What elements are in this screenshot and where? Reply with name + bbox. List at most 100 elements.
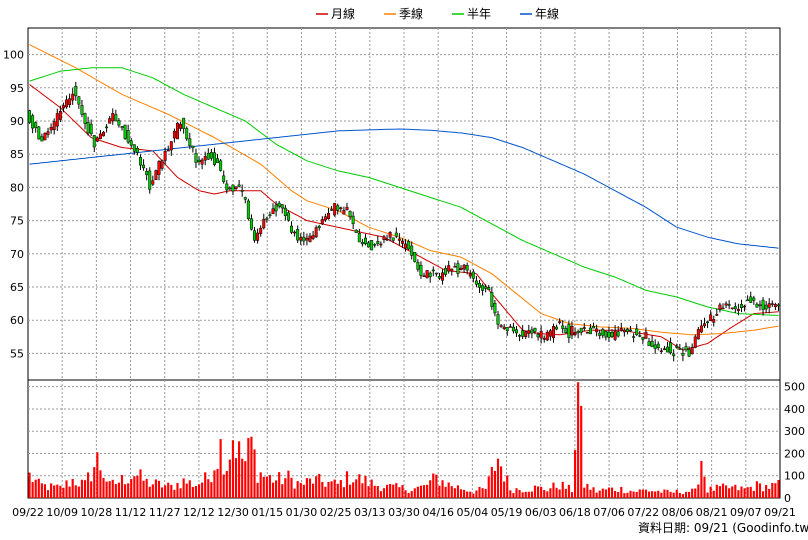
candle-body <box>302 236 306 242</box>
volume-bar <box>604 489 607 498</box>
volume-bar <box>657 490 660 498</box>
candle-body <box>478 283 481 288</box>
volume-bar <box>99 470 102 498</box>
volume-bar <box>87 472 90 498</box>
candle-body <box>635 328 639 336</box>
volume-bar <box>124 484 127 498</box>
volume-bar <box>500 466 503 498</box>
volume-bar <box>361 483 364 498</box>
candle-body <box>644 331 648 339</box>
price-tick-label: 90 <box>10 115 24 128</box>
candle-body <box>638 335 642 337</box>
volume-bar <box>148 486 151 498</box>
candle-body <box>354 229 358 233</box>
candle-body <box>80 105 84 115</box>
candle-body <box>126 130 130 143</box>
volume-bar <box>623 493 626 498</box>
volume-bar <box>348 484 352 498</box>
volume-bar <box>170 484 173 498</box>
legend: 月線 季線 半年 年線 <box>316 6 559 21</box>
volume-bar <box>472 493 475 498</box>
candle-body <box>286 212 290 221</box>
volume-bar <box>743 488 746 498</box>
volume-bar <box>333 479 336 498</box>
candle-body <box>172 131 176 139</box>
candle-body <box>567 324 571 338</box>
candle-body <box>459 267 463 270</box>
date-tick-label: 06/18 <box>559 506 591 519</box>
volume-bar <box>651 491 654 498</box>
candle-body <box>536 334 540 338</box>
date-tick-label: 05/19 <box>491 506 523 519</box>
volume-bar <box>120 475 124 498</box>
volume-bar <box>558 489 561 498</box>
candle-body <box>758 304 762 307</box>
volume-bar <box>435 474 438 498</box>
candle-body <box>240 190 244 192</box>
legend-label-1: 季線 <box>399 6 423 21</box>
price-tick-label: 65 <box>10 281 24 294</box>
volume-bar <box>703 476 706 498</box>
volume-bar <box>617 492 620 498</box>
volume-bar <box>204 472 207 498</box>
volume-bar <box>385 484 389 498</box>
volume-bar <box>114 484 117 498</box>
volume-bar <box>275 480 278 498</box>
volume-bar <box>191 486 194 498</box>
volume-bar <box>694 488 697 498</box>
candle-body <box>280 204 284 209</box>
candle-body <box>539 330 543 339</box>
date-tick-label: 03/30 <box>388 506 420 519</box>
candle-body <box>345 206 349 210</box>
volume-bar <box>654 491 657 498</box>
candle-body <box>684 346 688 351</box>
volume-bar <box>592 487 595 498</box>
candle-body <box>672 353 676 357</box>
candle-body <box>431 269 435 272</box>
candle-body <box>188 138 192 146</box>
volume-bar <box>182 478 185 498</box>
candle-body <box>588 327 592 335</box>
candle-body <box>108 118 112 124</box>
candle-body <box>743 305 747 308</box>
volume-bar <box>758 483 762 498</box>
volume-bar <box>80 479 84 498</box>
date-tick-label: 01/30 <box>286 506 318 519</box>
candle-body <box>761 299 765 310</box>
candle-body <box>323 216 327 221</box>
date-tick-label: 08/21 <box>696 506 728 519</box>
volume-bar <box>28 472 31 498</box>
volume-bar <box>160 487 164 498</box>
volume-bar <box>231 440 235 498</box>
volume-bar <box>105 481 108 498</box>
volume-bar <box>749 486 752 498</box>
candle-body <box>157 161 161 175</box>
date-tick-label: 12/12 <box>183 506 215 519</box>
volume-bar <box>336 483 339 498</box>
volume-bar <box>74 485 77 498</box>
candle-body <box>148 170 152 190</box>
volume-bar <box>382 488 386 498</box>
volume-bars <box>28 382 780 498</box>
volume-bar <box>327 482 330 498</box>
volume-bar <box>740 486 743 498</box>
volume-bar <box>127 483 130 498</box>
legend-label-2: 半年 <box>467 7 491 21</box>
volume-bar <box>521 492 524 498</box>
volume-bar <box>515 488 518 498</box>
volume-bar <box>62 487 65 498</box>
candle-body <box>105 126 109 129</box>
candle-body <box>259 227 263 234</box>
volume-bar <box>247 438 250 498</box>
volume-bar <box>305 478 308 498</box>
volume-bar <box>173 489 176 498</box>
candle-body <box>647 341 651 346</box>
volume-bar <box>506 475 509 498</box>
candle-body <box>206 152 210 160</box>
candle-body <box>632 336 636 338</box>
candle-body <box>675 345 679 348</box>
volume-bar <box>392 484 395 498</box>
volume-bar <box>117 482 120 498</box>
candle-body <box>95 137 99 142</box>
